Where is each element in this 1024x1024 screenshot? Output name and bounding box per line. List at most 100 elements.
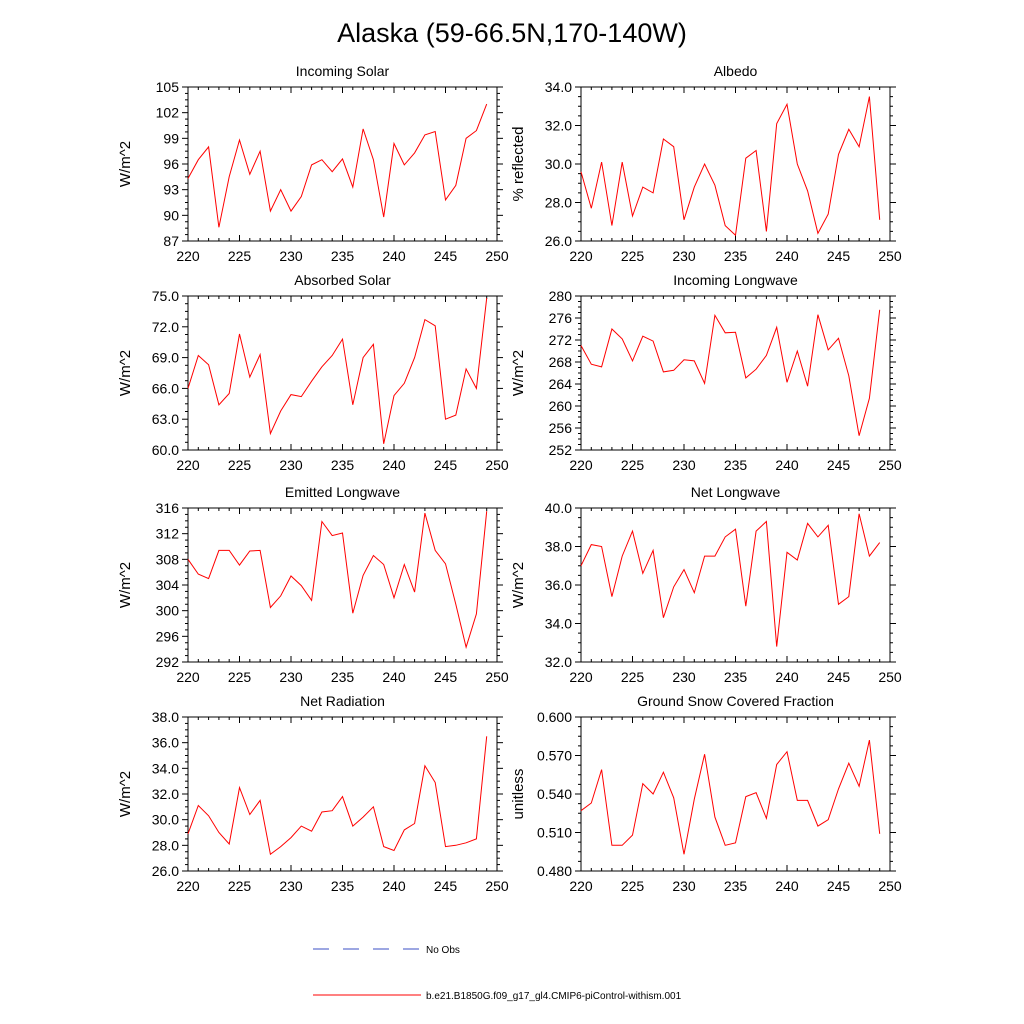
panel-7: Ground Snow Covered Fraction unitless 220 2… [510, 693, 902, 894]
x-tick-label: 250 [878, 669, 902, 685]
y-tick-label: 32.0 [545, 654, 572, 670]
x-tick-label: 250 [878, 457, 902, 473]
y-axis-label: W/m^2 [117, 771, 134, 817]
x-tick-label: 250 [485, 457, 509, 473]
y-axis-label: W/m^2 [117, 562, 134, 608]
y-axis-label: W/m^2 [510, 350, 527, 396]
x-tick-label: 235 [724, 457, 748, 473]
y-axis-label: % reflected [510, 126, 527, 201]
y-tick-label: 26.0 [545, 233, 572, 249]
x-tick-label: 240 [775, 878, 799, 894]
x-tick-label: 235 [724, 878, 748, 894]
legend-model-label: b.e21.B1850G.f09_g17_gl4.CMIP6-piControl… [426, 991, 682, 1002]
panel-title: Incoming Longwave [673, 272, 798, 288]
y-tick-label: 32.0 [545, 118, 572, 134]
x-tick-label: 220 [176, 669, 200, 685]
x-tick-label: 220 [176, 248, 200, 264]
x-tick-label: 220 [569, 457, 593, 473]
y-axis-label: W/m^2 [510, 562, 527, 608]
x-tick-label: 225 [621, 248, 645, 264]
panel-title: Emitted Longwave [285, 484, 400, 500]
y-tick-label: 40.0 [545, 500, 572, 516]
y-tick-label: 30.0 [545, 156, 572, 172]
x-tick-label: 250 [878, 878, 902, 894]
legend-obs-label: No Obs [426, 945, 460, 956]
x-tick-label: 220 [569, 669, 593, 685]
x-tick-label: 250 [485, 669, 509, 685]
y-tick-label: 90 [163, 207, 179, 223]
panel-title: Incoming Solar [296, 63, 390, 79]
plot-frame [187, 295, 498, 451]
y-tick-label: 72.0 [152, 319, 179, 335]
x-tick-label: 240 [775, 457, 799, 473]
y-axis-label: W/m^2 [117, 350, 134, 396]
y-tick-label: 256 [549, 420, 573, 436]
series-line [187, 736, 488, 856]
x-tick-label: 245 [827, 457, 851, 473]
x-tick-label: 225 [228, 457, 252, 473]
y-tick-label: 69.0 [152, 350, 179, 366]
y-axis-label: W/m^2 [117, 141, 134, 187]
x-tick-label: 245 [827, 878, 851, 894]
x-tick-label: 240 [382, 878, 406, 894]
panel-2: Absorbed Solar W/m^2 220 225 230 235 240 245 250… [117, 272, 509, 473]
panel-5: Net Longwave W/m^2 220 225 230 235 240 245 250 32… [510, 484, 902, 685]
series-line [580, 739, 881, 855]
x-tick-label: 235 [331, 669, 355, 685]
y-tick-label: 308 [156, 551, 180, 567]
x-tick-label: 230 [279, 878, 303, 894]
series-line [187, 103, 488, 228]
x-tick-label: 235 [724, 669, 748, 685]
x-tick-label: 245 [827, 248, 851, 264]
x-tick-label: 245 [827, 669, 851, 685]
y-tick-label: 93 [163, 182, 179, 198]
y-tick-label: 34.0 [545, 79, 572, 95]
panel-1: Albedo % reflected 220 225 230 235 240 245 250 26… [510, 63, 902, 264]
x-tick-label: 230 [672, 878, 696, 894]
panel-title: Ground Snow Covered Fraction [637, 693, 834, 709]
x-tick-label: 240 [382, 248, 406, 264]
y-tick-label: 66.0 [152, 380, 179, 396]
y-tick-label: 0.570 [537, 748, 572, 764]
x-tick-label: 235 [331, 457, 355, 473]
x-tick-label: 250 [878, 248, 902, 264]
panel-4: Emitted Longwave W/m^2 220 225 230 235 240 245 2… [117, 484, 509, 685]
x-tick-label: 225 [621, 669, 645, 685]
y-tick-label: 0.540 [537, 786, 572, 802]
y-tick-label: 0.480 [537, 863, 572, 879]
y-tick-label: 102 [156, 105, 180, 121]
x-tick-label: 230 [279, 457, 303, 473]
x-tick-label: 235 [331, 878, 355, 894]
plot-frame [187, 716, 498, 872]
y-tick-label: 34.0 [545, 616, 572, 632]
x-tick-label: 230 [279, 669, 303, 685]
y-tick-label: 87 [163, 233, 179, 249]
y-tick-label: 38.0 [152, 709, 179, 725]
x-tick-label: 240 [382, 669, 406, 685]
y-tick-label: 268 [549, 354, 573, 370]
y-tick-label: 63.0 [152, 411, 179, 427]
x-tick-label: 245 [434, 669, 458, 685]
x-tick-label: 220 [569, 878, 593, 894]
plot-frame [580, 86, 891, 242]
y-tick-label: 36.0 [152, 735, 179, 751]
x-tick-label: 225 [228, 878, 252, 894]
y-tick-label: 296 [156, 628, 180, 644]
y-tick-label: 32.0 [152, 786, 179, 802]
y-tick-label: 272 [549, 332, 573, 348]
x-tick-label: 230 [672, 248, 696, 264]
x-tick-label: 250 [485, 248, 509, 264]
y-tick-label: 99 [163, 130, 179, 146]
x-tick-label: 250 [485, 878, 509, 894]
y-tick-label: 264 [549, 376, 573, 392]
y-tick-label: 38.0 [545, 539, 572, 555]
x-tick-label: 220 [176, 457, 200, 473]
y-tick-label: 34.0 [152, 760, 179, 776]
y-tick-label: 292 [156, 654, 180, 670]
series-line [580, 513, 881, 647]
series-line [580, 309, 881, 436]
series-line [187, 298, 488, 444]
y-tick-label: 304 [156, 577, 180, 593]
y-axis-label: unitless [510, 769, 527, 820]
